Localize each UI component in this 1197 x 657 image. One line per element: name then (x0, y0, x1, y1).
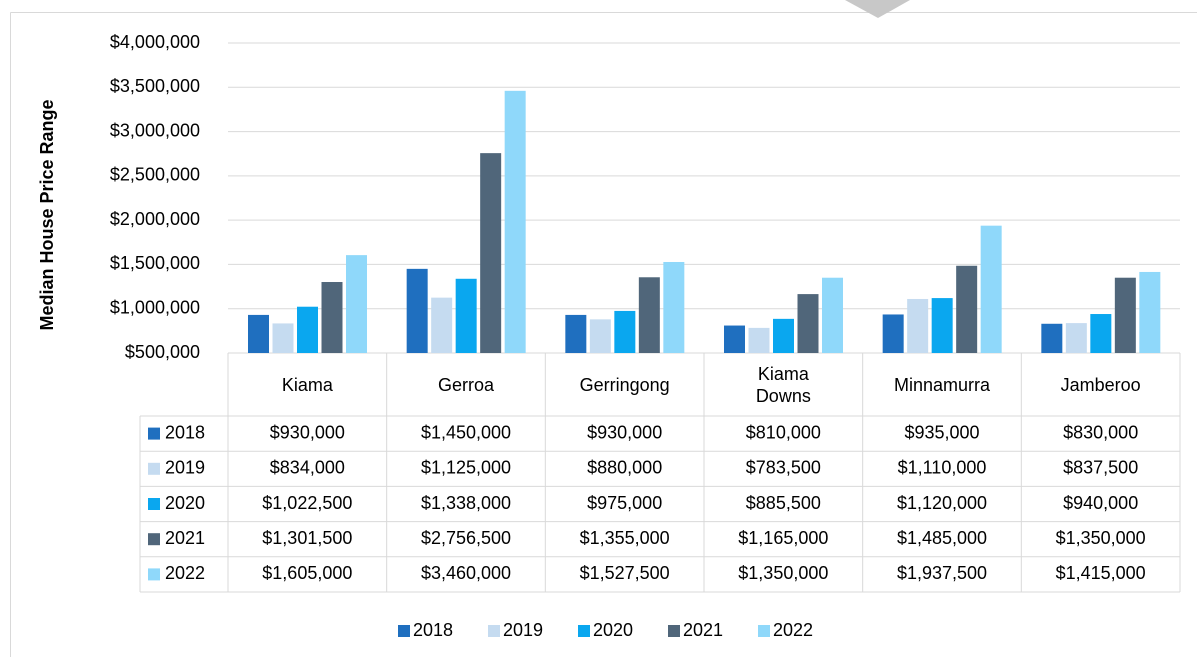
bar (663, 261, 685, 353)
bar (321, 282, 343, 353)
bar (504, 90, 526, 353)
legend-key (668, 625, 680, 637)
table-value: $1,450,000 (421, 422, 511, 442)
bar (907, 298, 929, 353)
table-series-name: 2018 (165, 422, 205, 442)
table-value: $1,301,500 (262, 528, 352, 548)
y-tick-label: $3,500,000 (110, 76, 200, 96)
bar (272, 323, 294, 353)
table-value: $975,000 (587, 493, 662, 513)
bar (882, 314, 904, 353)
x-tick-label: Minnamurra (893, 374, 991, 395)
bar (956, 265, 978, 353)
table-legend-key (148, 533, 160, 546)
y-tick-label: $500,000 (125, 342, 200, 362)
table-legend-key (148, 498, 160, 510)
bar (565, 314, 587, 353)
bar (1065, 323, 1087, 353)
legend-label: 2018 (413, 620, 453, 640)
table-value: $834,000 (270, 458, 345, 478)
y-tick-label: $4,000,000 (110, 32, 200, 52)
legend-label: 2019 (503, 620, 543, 640)
x-tick-label: Kiama (281, 374, 333, 395)
bar (748, 327, 770, 353)
bar (455, 278, 477, 353)
table-value: $935,000 (904, 422, 979, 442)
table-value: $930,000 (270, 422, 345, 442)
bar (589, 319, 611, 353)
legend-label: 2022 (773, 620, 813, 640)
table-value: $1,527,500 (580, 563, 670, 583)
bar (1041, 323, 1063, 353)
bar (431, 297, 453, 353)
legend-label: 2021 (683, 620, 723, 640)
bar (1139, 271, 1161, 353)
bar (1090, 314, 1112, 353)
legend-key (398, 625, 410, 637)
table-value: $1,605,000 (262, 563, 352, 583)
bar (614, 310, 636, 353)
bar (773, 318, 794, 353)
table-value: $930,000 (587, 422, 662, 442)
x-tick-label: Kiama Downs (755, 363, 811, 406)
y-axis-label: Median House Price Range (37, 99, 57, 330)
table-legend-key (148, 462, 160, 475)
table-value: $830,000 (1063, 422, 1138, 442)
table-value: $1,485,000 (897, 528, 987, 548)
table-value: $3,460,000 (421, 563, 511, 583)
table-value: $885,500 (746, 493, 821, 513)
bar (248, 314, 269, 353)
table-value: $1,338,000 (421, 493, 511, 513)
legend-label: 2020 (593, 620, 633, 640)
bar (346, 255, 367, 353)
table-value: $1,355,000 (580, 528, 670, 548)
y-tick-label: $2,500,000 (110, 165, 200, 185)
table-value: $2,756,500 (421, 528, 511, 548)
table-series-name: 2019 (165, 458, 205, 478)
bar (980, 225, 1002, 353)
table-value: $837,500 (1063, 458, 1138, 478)
decoration (845, 0, 910, 18)
table-value: $783,500 (746, 458, 821, 478)
table-legend-key (148, 427, 160, 440)
x-tick-label: Jamberoo (1060, 374, 1141, 395)
table-value: $940,000 (1063, 493, 1138, 513)
y-tick-label: $1,000,000 (110, 297, 200, 317)
table-legend-key (148, 568, 160, 581)
bar (797, 294, 819, 353)
table-value: $1,110,000 (898, 458, 987, 478)
table-value: $810,000 (746, 422, 821, 442)
x-tick-label: Gerringong (579, 374, 670, 395)
legend-key (488, 625, 500, 637)
table-value: $1,937,500 (897, 563, 987, 583)
table-value: $1,125,000 (421, 458, 511, 478)
table-value: $880,000 (587, 458, 662, 478)
table-series-name: 2022 (165, 563, 205, 583)
bar (297, 306, 318, 353)
table-value: $1,415,000 (1056, 563, 1146, 583)
bar (931, 298, 953, 353)
bar (822, 277, 843, 353)
table-value: $1,350,000 (738, 563, 828, 583)
legend-key (758, 625, 770, 637)
table-value: $1,165,000 (738, 528, 828, 548)
y-tick-label: $1,500,000 (110, 253, 200, 273)
bar (724, 325, 745, 353)
bar (406, 268, 428, 353)
bar (480, 153, 502, 353)
table-value: $1,022,500 (262, 493, 352, 513)
x-tick-label: Gerroa (437, 374, 495, 395)
bar (1114, 277, 1136, 353)
table-series-name: 2021 (165, 528, 205, 548)
table-series-name: 2020 (165, 493, 205, 513)
legend-key (578, 625, 590, 637)
y-tick-label: $3,000,000 (110, 120, 200, 140)
bar (638, 277, 660, 353)
table-value: $1,350,000 (1056, 528, 1146, 548)
y-tick-label: $2,000,000 (110, 209, 200, 229)
table-value: $1,120,000 (897, 493, 987, 513)
